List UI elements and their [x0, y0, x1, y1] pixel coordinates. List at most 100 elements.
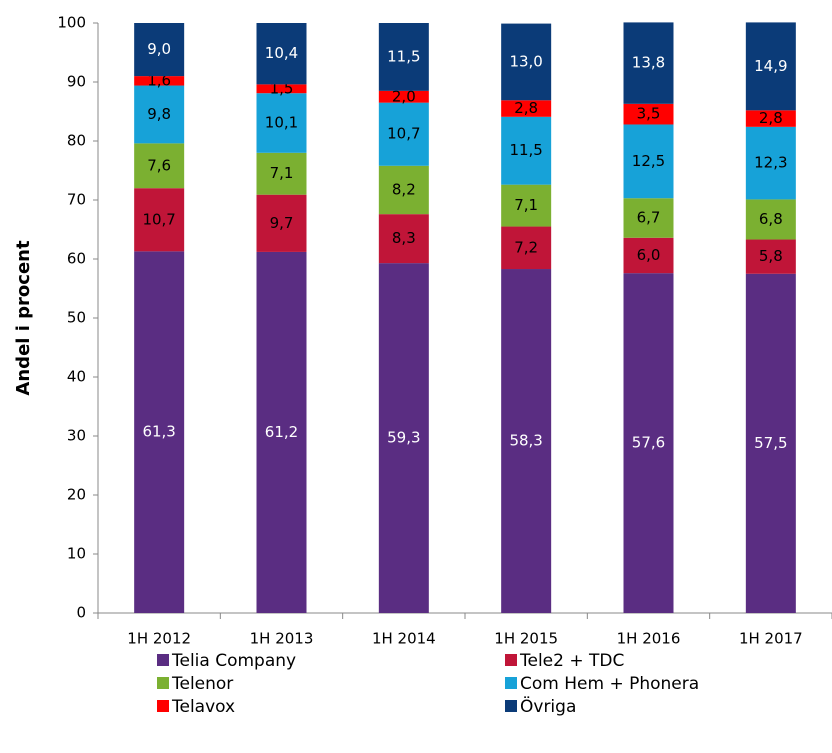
bar-segment [378, 214, 429, 264]
x-tick-label: 1H 2014 [372, 630, 436, 648]
data-label: 61,3 [142, 423, 175, 441]
data-label: 2,0 [392, 87, 416, 105]
bar-segment [745, 239, 796, 274]
bar-segment [501, 269, 552, 613]
bar-segment [134, 23, 185, 77]
bar-segment [256, 194, 307, 252]
data-label: 2,8 [514, 99, 538, 117]
bar-segment [134, 188, 185, 252]
bar-segment [501, 100, 552, 117]
data-label: 10,4 [265, 44, 298, 62]
bar-segment [134, 251, 185, 613]
data-label: 12,5 [632, 152, 665, 170]
data-label: 3,5 [637, 105, 661, 123]
bar-segment [378, 165, 429, 215]
bar-segment [745, 22, 796, 111]
bar-segment [378, 102, 429, 166]
bar-segment [623, 103, 674, 125]
data-label: 10,7 [387, 125, 420, 143]
bar-segment [378, 90, 429, 103]
bar-segment [501, 184, 552, 227]
data-label: 58,3 [509, 432, 542, 450]
bar-segment [134, 85, 185, 144]
legend-swatch [157, 700, 169, 712]
bar-segment [256, 84, 307, 94]
data-label: 11,5 [509, 141, 542, 159]
y-axis-label: Andel i procent [13, 240, 34, 396]
data-label: 9,0 [147, 40, 171, 58]
legend-swatch [157, 654, 169, 666]
legend-swatch [505, 677, 517, 689]
y-tick-label: 50 [67, 309, 86, 327]
x-tick-label: 1H 2013 [250, 630, 314, 648]
bar-segment [501, 23, 552, 101]
data-label: 6,7 [637, 208, 661, 226]
data-label: 13,0 [509, 52, 542, 70]
bar-segment [623, 273, 674, 613]
legend-label: Övriga [520, 695, 576, 717]
legend-swatch [505, 700, 517, 712]
y-tick-label: 0 [76, 604, 86, 622]
data-label: 9,8 [147, 105, 171, 123]
y-tick-label: 60 [67, 250, 86, 268]
data-label: 7,1 [270, 164, 294, 182]
y-tick-label: 100 [57, 14, 86, 32]
data-label: 7,2 [514, 238, 538, 256]
bar-segment [134, 76, 185, 86]
y-tick-label: 90 [67, 73, 86, 91]
y-tick-label: 20 [67, 486, 86, 504]
y-tick-label: 10 [67, 545, 86, 563]
data-label: 2,8 [759, 109, 783, 127]
bar-segment [256, 251, 307, 614]
data-label: 10,7 [142, 210, 175, 228]
data-label: 6,0 [637, 246, 661, 264]
data-label: 6,8 [759, 210, 783, 228]
x-tick-label: 1H 2016 [617, 630, 681, 648]
data-label: 7,6 [147, 156, 171, 174]
data-label: 11,5 [387, 47, 420, 65]
y-tick-label: 80 [67, 132, 86, 150]
legend-label: Telavox [171, 697, 235, 717]
bar-segment [501, 116, 552, 185]
bar-segment [256, 152, 307, 195]
bar-segment [623, 22, 674, 104]
bar-segment [745, 273, 796, 613]
data-label: 10,1 [265, 114, 298, 132]
bar-segment [623, 198, 674, 238]
bar-segment [256, 93, 307, 153]
data-label: 12,3 [754, 154, 787, 172]
data-label: 14,9 [754, 57, 787, 75]
x-tick-label: 1H 2017 [739, 630, 803, 648]
data-label: 57,6 [632, 434, 665, 452]
data-label: 13,8 [632, 54, 665, 72]
data-label: 5,8 [759, 247, 783, 265]
data-label: 8,2 [392, 180, 416, 198]
data-label: 8,3 [392, 229, 416, 247]
bar-segment [623, 237, 674, 274]
legend-label: Telenor [171, 674, 233, 694]
bar-segment [134, 143, 185, 189]
legend-label: Com Hem + Phonera [520, 674, 699, 694]
bar-segment [378, 263, 429, 613]
data-label: 57,5 [754, 434, 787, 452]
legend-swatch [157, 677, 169, 689]
data-label: 7,1 [514, 196, 538, 214]
data-label: 61,2 [265, 423, 298, 441]
bar-segment [256, 23, 307, 85]
bar-segment [745, 126, 796, 200]
y-tick-label: 40 [67, 368, 86, 386]
data-label: 9,7 [270, 214, 294, 232]
bar-segment [745, 199, 796, 240]
bar-segment [378, 23, 429, 91]
data-label: 59,3 [387, 429, 420, 447]
bar-segment [501, 226, 552, 270]
y-tick-label: 70 [67, 191, 86, 209]
x-tick-label: 1H 2015 [494, 630, 558, 648]
legend-label: Telia Company [171, 651, 296, 671]
bar-segment [623, 124, 674, 199]
legend-label: Tele2 + TDC [519, 651, 624, 671]
y-tick-label: 30 [67, 427, 86, 445]
legend-swatch [505, 654, 517, 666]
bar-segment [745, 110, 796, 127]
